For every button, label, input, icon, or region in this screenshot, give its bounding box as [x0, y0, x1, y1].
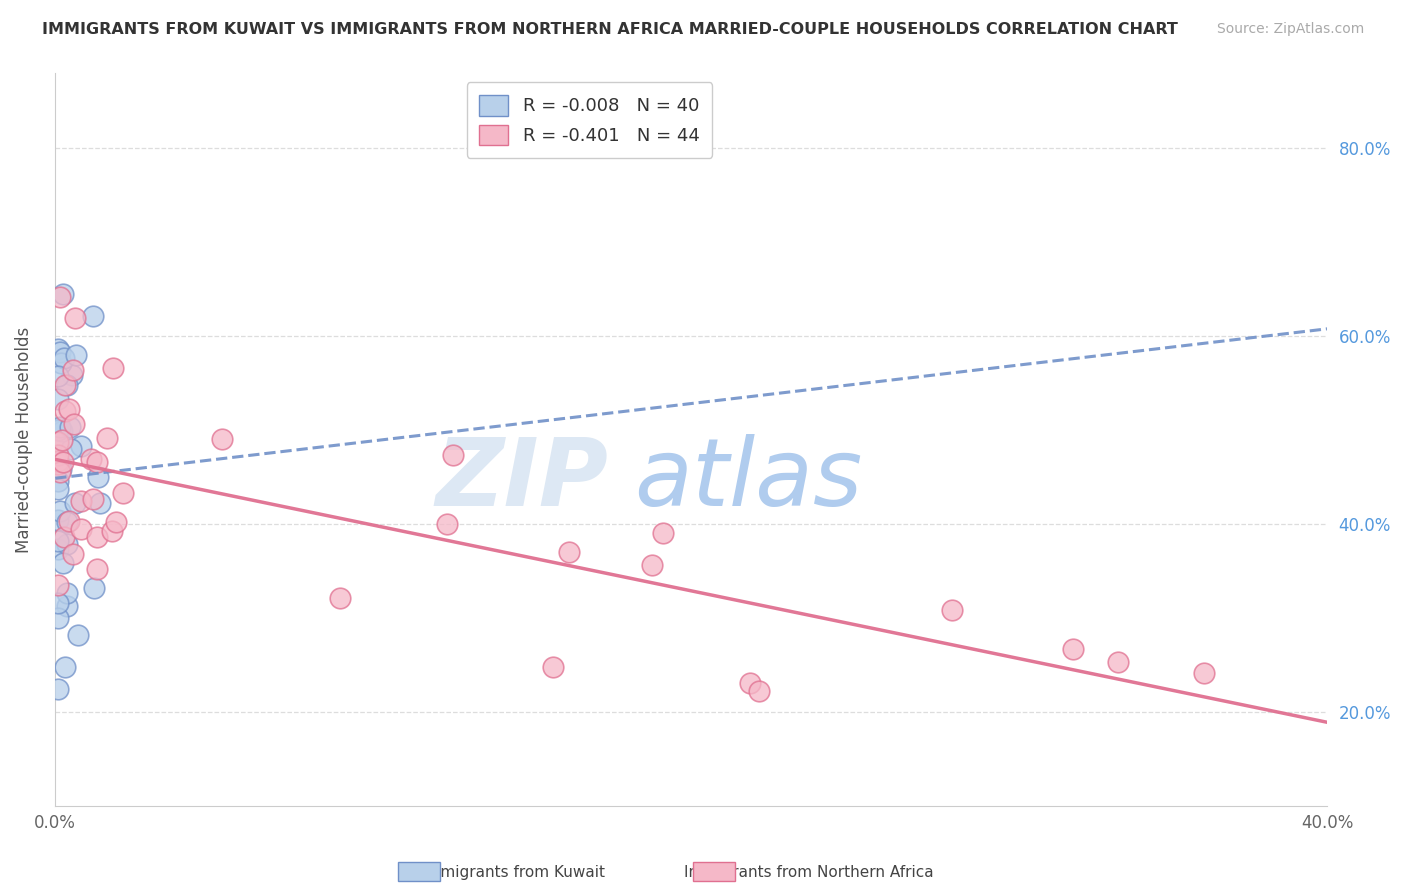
Point [51, 425, 73, 439]
Point [59, 420, 82, 434]
Point [49, 465, 72, 479]
Point [48, 448, 70, 462]
Point [48, 541, 70, 556]
Point [48, 457, 70, 471]
Text: IMMIGRANTS FROM KUWAIT VS IMMIGRANTS FROM NORTHERN AFRICA MARRIED-COUPLE HOUSEHO: IMMIGRANTS FROM KUWAIT VS IMMIGRANTS FRO… [42, 22, 1178, 37]
Point [1107, 655, 1129, 669]
Point [48, 454, 70, 468]
Point [211, 432, 233, 446]
Point [48, 474, 70, 488]
Point [55, 515, 77, 529]
Point [86, 530, 108, 544]
Point [89, 496, 111, 510]
Point [49, 420, 72, 434]
Point [48, 369, 70, 384]
Point [52, 287, 75, 301]
Point [53, 378, 76, 392]
Point [62, 547, 84, 561]
Point [52, 556, 75, 570]
Point [65, 348, 87, 362]
Point [1062, 642, 1084, 657]
Point [48, 578, 70, 592]
Point [69, 522, 91, 536]
Point [56, 586, 79, 600]
Point [101, 361, 124, 376]
Point [48, 435, 70, 450]
Point [82, 309, 104, 323]
Point [83, 581, 105, 595]
Point [641, 558, 664, 572]
Point [52, 530, 75, 544]
Point [436, 517, 458, 532]
Point [51, 455, 73, 469]
Point [48, 290, 70, 304]
Point [53, 660, 76, 674]
Point [70, 494, 93, 508]
Point [443, 448, 465, 462]
Point [63, 417, 86, 431]
Point [48, 482, 70, 496]
Point [66, 628, 89, 642]
Point [48, 596, 70, 610]
Point [48, 342, 70, 356]
Point [48, 344, 70, 359]
Point [329, 591, 352, 606]
Point [56, 599, 79, 613]
Point [63, 496, 86, 510]
Text: Source: ZipAtlas.com: Source: ZipAtlas.com [1216, 22, 1364, 37]
Point [51, 462, 73, 476]
Text: Immigrants from Northern Africa: Immigrants from Northern Africa [683, 865, 934, 880]
Point [86, 562, 108, 576]
Point [51, 433, 73, 447]
Point [748, 683, 770, 698]
Point [48, 504, 70, 518]
Text: atlas: atlas [634, 434, 862, 525]
Point [49, 422, 72, 436]
Point [58, 402, 80, 417]
Point [651, 525, 673, 540]
Point [48, 392, 70, 406]
Text: ZIP: ZIP [436, 434, 609, 526]
Point [69, 439, 91, 453]
Point [740, 676, 762, 690]
Point [63, 311, 86, 326]
Point [56, 377, 79, 392]
Point [543, 660, 565, 674]
Point [48, 437, 70, 451]
Point [82, 492, 104, 507]
Point [48, 681, 70, 696]
Point [62, 362, 84, 376]
Point [104, 516, 127, 530]
Y-axis label: Married-couple Households: Married-couple Households [15, 326, 32, 553]
Point [53, 404, 76, 418]
Point [80, 452, 103, 467]
Point [101, 524, 124, 538]
Point [111, 486, 134, 500]
Point [59, 442, 82, 456]
Point [96, 431, 118, 445]
Point [56, 537, 79, 551]
Point [941, 602, 963, 616]
Point [60, 368, 83, 383]
Point [48, 610, 70, 624]
Point [58, 514, 80, 528]
Point [1192, 666, 1215, 681]
Point [86, 455, 108, 469]
Point [87, 470, 110, 484]
Point [53, 351, 76, 365]
Point [49, 356, 72, 370]
Point [48, 424, 70, 438]
Text: Immigrants from Kuwait: Immigrants from Kuwait [422, 865, 605, 880]
Point [557, 545, 579, 559]
Point [48, 533, 70, 548]
Point [48, 513, 70, 527]
Legend: R = -0.008   N = 40, R = -0.401   N = 44: R = -0.008 N = 40, R = -0.401 N = 44 [467, 82, 713, 158]
